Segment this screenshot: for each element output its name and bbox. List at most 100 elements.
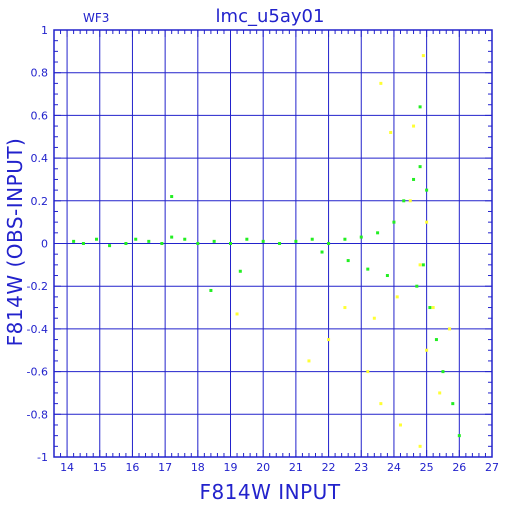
data-point-yellow-18 (235, 312, 239, 316)
data-point-green-5 (134, 237, 138, 241)
data-point-yellow-11 (343, 306, 347, 310)
grid-lines (54, 30, 492, 457)
data-point-yellow-9 (395, 295, 399, 299)
data-point-yellow-4 (408, 199, 412, 203)
y-tick-label-1: -0.8 (27, 408, 48, 421)
y-tick-label-0: -1 (37, 451, 48, 464)
data-point-yellow-3 (412, 124, 416, 128)
data-point-yellow-15 (418, 444, 422, 448)
data-point-green-25 (418, 165, 422, 169)
y-tick-label-4: -0.2 (27, 280, 48, 293)
x-tick-label-0: 14 (60, 461, 74, 474)
y-tick-label-2: -0.6 (27, 366, 48, 379)
data-point-yellow-2 (389, 130, 393, 134)
series-yellow (235, 54, 452, 448)
y-tick-label-8: 0.6 (31, 109, 49, 122)
data-point-green-37 (320, 250, 324, 254)
data-point-green-39 (418, 105, 422, 109)
data-point-green-18 (327, 242, 331, 245)
series-green (72, 105, 461, 438)
data-point-green-3 (108, 244, 112, 248)
x-tick-label-8: 22 (322, 461, 336, 474)
x-tick-label-4: 18 (191, 461, 205, 474)
data-point-green-15 (278, 242, 282, 245)
data-point-green-2 (94, 237, 98, 241)
x-tick-label-1: 15 (93, 461, 107, 474)
data-point-green-36 (346, 259, 350, 263)
data-point-green-14 (261, 239, 265, 243)
x-tick-label-5: 19 (224, 461, 238, 474)
y-tick-label-7: 0.4 (31, 152, 49, 165)
data-point-green-10 (196, 242, 200, 245)
data-point-green-24 (412, 177, 416, 181)
data-point-green-26 (425, 188, 429, 192)
data-point-green-22 (392, 220, 396, 224)
data-point-green-30 (434, 338, 438, 342)
data-point-green-17 (310, 237, 314, 241)
data-point-green-9 (183, 237, 187, 241)
tick-marks (53, 29, 493, 458)
x-axis-title: F814W INPUT (199, 480, 340, 504)
data-point-yellow-17 (307, 359, 311, 363)
y-tick-label-10: 1 (41, 24, 48, 37)
data-point-yellow-10 (372, 316, 376, 320)
panel-label: WF3 (83, 11, 109, 25)
y-tick-label-5: 0 (41, 238, 48, 251)
data-point-green-23 (402, 199, 406, 203)
data-point-yellow-19 (327, 338, 331, 342)
data-point-yellow-8 (425, 348, 429, 352)
data-point-yellow-14 (398, 423, 402, 427)
data-point-green-41 (238, 269, 242, 273)
data-point-green-20 (359, 235, 363, 239)
x-tick-label-3: 17 (158, 461, 172, 474)
x-tick-label-9: 23 (354, 461, 368, 474)
data-point-green-4 (124, 242, 128, 245)
x-tick-label-6: 20 (256, 461, 270, 474)
data-point-green-31 (441, 370, 445, 374)
y-tick-label-3: -0.4 (27, 323, 48, 336)
data-point-green-13 (245, 237, 249, 241)
data-point-green-40 (209, 288, 213, 292)
data-point-green-1 (81, 242, 85, 245)
x-tick-label-12: 26 (452, 461, 466, 474)
x-tick-label-2: 16 (125, 461, 139, 474)
y-tick-label-9: 0.8 (31, 67, 49, 80)
data-point-green-32 (451, 402, 455, 406)
y-axis-title: F814W (OBS-INPUT) (3, 138, 27, 347)
y-tick-label-6: 0.2 (31, 195, 49, 208)
data-point-green-38 (170, 195, 174, 199)
data-point-green-21 (376, 231, 380, 235)
data-point-green-33 (457, 434, 461, 438)
data-point-green-6 (147, 239, 151, 243)
data-point-green-7 (160, 242, 164, 245)
y-tick-labels: -1 -0.8 -0.6 -0.4 -0.2 0 0.2 0.4 0.6 0.8 1 (27, 24, 48, 464)
data-point-green-0 (72, 239, 76, 243)
data-points (72, 54, 461, 448)
data-point-green-29 (428, 306, 432, 310)
data-point-yellow-0 (379, 81, 383, 85)
data-point-green-12 (229, 242, 233, 245)
data-point-yellow-5 (425, 220, 429, 224)
x-tick-label-13: 27 (485, 461, 499, 474)
data-point-green-11 (212, 239, 216, 243)
data-point-yellow-13 (379, 402, 383, 406)
x-tick-label-10: 24 (387, 461, 401, 474)
data-point-yellow-7 (431, 306, 435, 310)
x-tick-labels: 14 15 16 17 18 19 20 21 22 23 24 25 26 27 (60, 461, 499, 474)
data-point-yellow-20 (448, 327, 452, 331)
x-tick-label-7: 21 (289, 461, 303, 474)
chart-title: lmc_u5ay01 (216, 6, 325, 27)
data-point-yellow-16 (438, 391, 442, 395)
data-point-green-28 (415, 284, 419, 288)
data-point-yellow-12 (366, 370, 370, 374)
x-tick-label-11: 25 (420, 461, 434, 474)
data-point-green-35 (366, 267, 370, 271)
data-point-yellow-6 (418, 263, 422, 267)
data-point-green-27 (421, 263, 425, 267)
data-point-green-16 (294, 239, 298, 243)
data-point-yellow-1 (421, 54, 425, 58)
data-point-green-19 (343, 237, 347, 241)
data-point-green-8 (170, 235, 174, 239)
